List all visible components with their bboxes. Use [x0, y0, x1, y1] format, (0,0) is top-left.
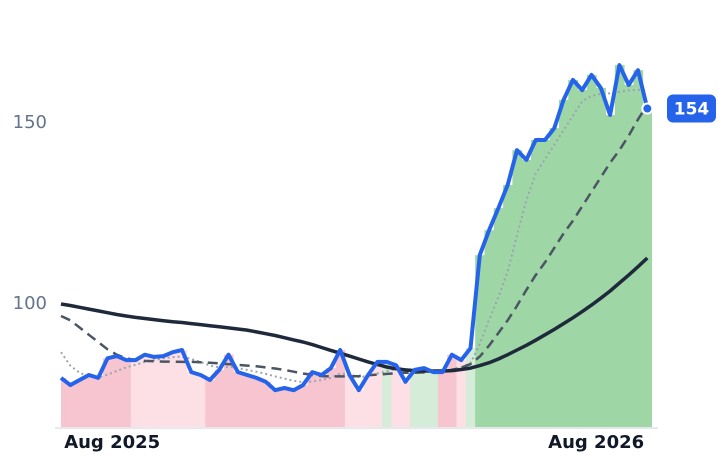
band-bar: [242, 374, 253, 428]
band-bar: [205, 380, 216, 428]
band-bar: [102, 358, 113, 428]
band-bar: [447, 354, 458, 428]
band-bar: [121, 360, 132, 428]
band-bar: [419, 368, 430, 428]
band-bar: [624, 84, 634, 428]
band-bar: [484, 230, 495, 428]
band-bar: [307, 372, 318, 428]
band-bar: [521, 159, 532, 428]
x-tick-label: Aug 2026: [548, 432, 644, 453]
band-bar: [372, 361, 383, 428]
band-bar: [568, 79, 579, 428]
band-bar: [633, 70, 644, 428]
band-bar: [558, 99, 569, 428]
band-bar: [65, 385, 76, 428]
line-price: [59, 63, 650, 393]
band-bar: [316, 374, 327, 428]
band-bar: [270, 390, 281, 428]
band-bar: [195, 374, 206, 428]
line-dashed: [60, 104, 649, 378]
band-bar: [84, 374, 95, 428]
band-bar: [493, 208, 504, 428]
band-bar: [130, 360, 141, 428]
band-bar: [456, 360, 467, 428]
band-bar: [400, 381, 411, 428]
band-bar: [503, 184, 513, 428]
band-bar: [214, 369, 225, 428]
lines: [59, 63, 650, 393]
band-bar: [149, 356, 160, 428]
band-bar: [261, 381, 271, 428]
last-dot: [641, 102, 654, 115]
band-bar: [168, 352, 178, 428]
band-bar: [74, 380, 85, 428]
band-bar: [93, 377, 104, 428]
band-bar: [465, 348, 476, 428]
band-bar: [382, 361, 392, 428]
band-bar: [605, 115, 616, 428]
band-bar: [577, 90, 588, 428]
bands: [61, 65, 652, 428]
band-bar: [614, 65, 625, 428]
band-bar: [233, 372, 243, 428]
price-badge-label: 154: [674, 100, 710, 120]
band-bar: [326, 368, 337, 428]
band-bar: [410, 369, 420, 428]
band-bar: [289, 390, 299, 428]
y-tick-label: 150: [13, 112, 47, 133]
band-bar: [279, 388, 290, 428]
band-bar: [586, 74, 597, 428]
band-bar: [363, 374, 374, 428]
band-bar: [158, 356, 169, 428]
band-bar: [437, 372, 448, 428]
band-bar: [596, 87, 606, 428]
band-bar: [298, 385, 309, 428]
band-bar: [391, 365, 402, 428]
band-bar: [186, 372, 197, 428]
y-tick-label: 100: [13, 293, 47, 314]
band-bar: [251, 377, 262, 428]
band-bar: [475, 255, 485, 428]
band-bar: [61, 377, 67, 428]
price-badge: [667, 94, 716, 123]
band-bar: [354, 390, 364, 428]
band-bar: [223, 354, 234, 428]
band-bar: [549, 128, 560, 428]
band-bar: [140, 354, 150, 428]
band-bar: [428, 372, 439, 428]
band-bar: [540, 140, 551, 428]
band-bar: [512, 150, 523, 428]
x-tick-label: Aug 2025: [64, 432, 160, 453]
band-bar: [112, 356, 122, 428]
band-bar: [531, 140, 541, 428]
band-bar: [177, 349, 188, 428]
band-bar: [335, 349, 346, 428]
band-bar: [344, 374, 355, 428]
band-bar: [642, 108, 652, 428]
line-solid: [60, 256, 649, 373]
